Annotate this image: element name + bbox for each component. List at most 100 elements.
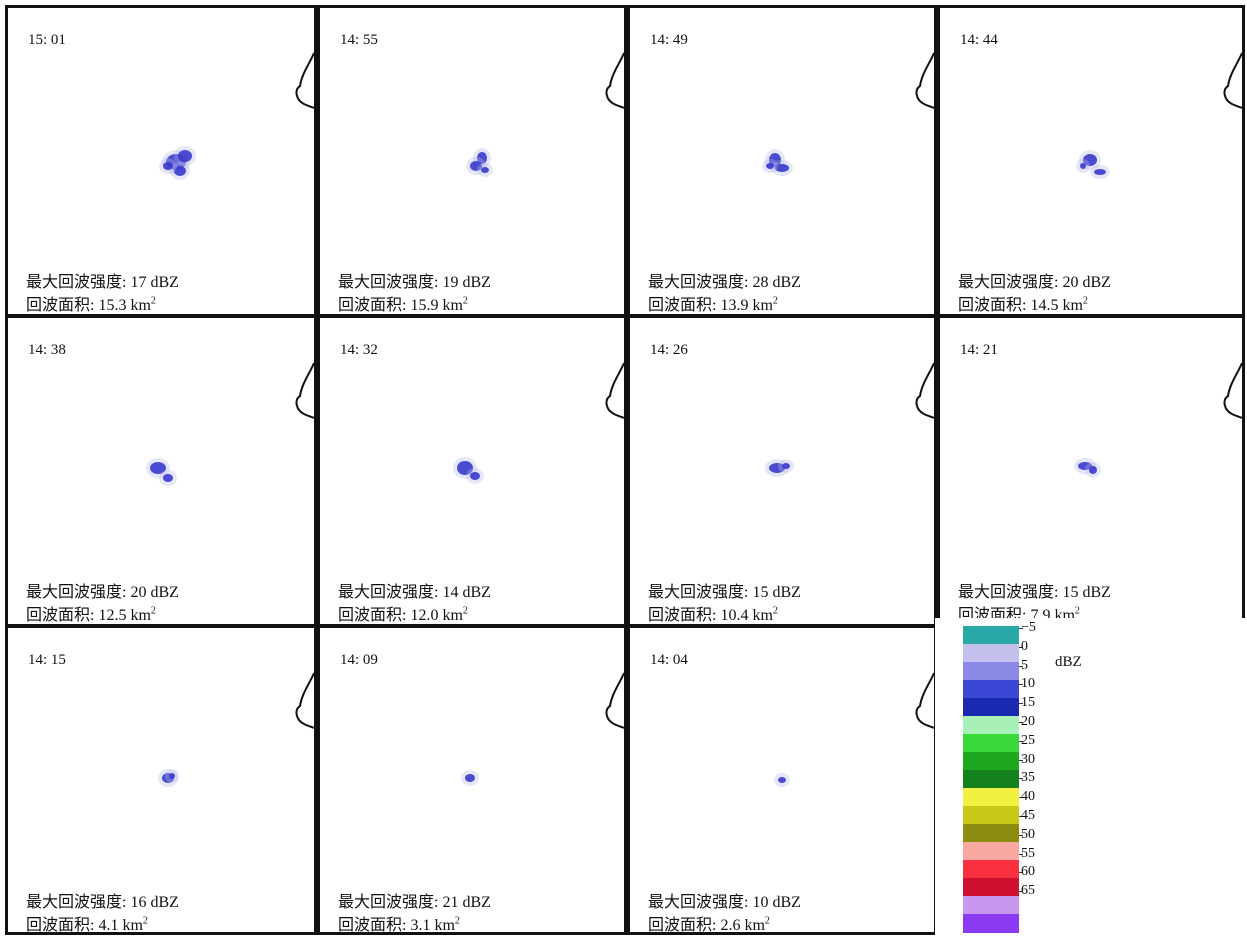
- echo-cell: [163, 474, 173, 482]
- radar-panel: 14: 15 最大回波强度: 16 dBZ 回波面积: 4.1 km2: [5, 625, 317, 935]
- separator: :: [90, 607, 99, 624]
- radar-panel: 14: 55 最大回波强度: 19 dBZ 回波面积: 15.9 km2: [317, 5, 627, 317]
- legend-tick-label: 35: [1021, 770, 1035, 786]
- max-echo-line: 最大回波强度: 16 dBZ: [26, 888, 179, 912]
- panel-time: 14: 38: [28, 342, 66, 358]
- separator: :: [434, 584, 443, 601]
- echo-cell: [169, 773, 175, 779]
- separator: :: [122, 584, 131, 601]
- separator: :: [744, 584, 753, 601]
- echo-cell: [778, 777, 786, 783]
- panel-time: 14: 15: [28, 652, 66, 668]
- echo-area-line: 回波面积: 12.0 km2: [338, 601, 468, 624]
- radar-map: [146, 362, 314, 486]
- max-echo-line: 最大回波强度: 15 dBZ: [648, 578, 801, 602]
- echo-area-label: 回波面积: [26, 297, 91, 314]
- radar-panel: 15: 01 最大回波强度: 17 dBZ 回波面积: 15.3 km2: [5, 5, 317, 317]
- echo-area-value: 13.9 km: [720, 297, 773, 314]
- echo-area-label: 回波面积: [338, 917, 403, 934]
- coastline: [295, 362, 314, 419]
- legend-swatch: [963, 896, 1019, 915]
- panel-time: 14: 55: [340, 32, 378, 48]
- max-echo-line: 最大回波强度: 17 dBZ: [26, 268, 179, 292]
- area-unit-superscript: 2: [1082, 295, 1088, 307]
- area-unit-superscript: 2: [454, 915, 460, 927]
- echo-area-value: 2.6 km: [720, 917, 765, 934]
- echo-area-label: 回波面积: [338, 607, 403, 624]
- legend-swatch: [963, 644, 1019, 663]
- max-echo-value: 28 dBZ: [752, 274, 801, 291]
- legend-unit: dBZ: [1055, 654, 1082, 670]
- echo-area-value: 12.0 km: [410, 607, 463, 624]
- separator: :: [90, 917, 99, 934]
- radar-panel: 14: 44 最大回波强度: 20 dBZ 回波面积: 14.5 km2: [937, 5, 1245, 317]
- echo-cell: [178, 150, 192, 162]
- max-echo-label: 最大回波强度: [958, 584, 1055, 601]
- legend-swatch: [963, 914, 1019, 933]
- legend-tick-mark: [1019, 778, 1023, 780]
- legend-tick-mark: [1019, 740, 1023, 742]
- legend-tick-mark: [1019, 646, 1023, 648]
- coastline: [915, 672, 934, 729]
- panel-time: 14: 44: [960, 32, 998, 48]
- panel-time: 14: 21: [960, 342, 998, 358]
- max-echo-label: 最大回波强度: [338, 584, 435, 601]
- separator: :: [744, 894, 753, 911]
- legend-tick-mark: [1019, 759, 1023, 761]
- coastline: [605, 362, 624, 419]
- echo-cell: [477, 152, 487, 164]
- panel-time: 14: 04: [650, 652, 688, 668]
- separator: :: [1054, 584, 1063, 601]
- legend-tick-mark: [1019, 722, 1023, 723]
- panel-time: 14: 32: [340, 342, 378, 358]
- radar-map: [762, 52, 934, 176]
- legend-tick-mark: [1019, 834, 1023, 836]
- legend-swatch: [963, 626, 1019, 645]
- separator: :: [744, 274, 753, 291]
- echo-cell: [782, 463, 790, 469]
- max-echo-label: 最大回波强度: [26, 894, 123, 911]
- separator: :: [712, 297, 721, 314]
- area-unit-superscript: 2: [150, 605, 156, 617]
- echo-cell: [481, 167, 489, 173]
- echo-area-value: 12.5 km: [98, 607, 151, 624]
- legend-tick-label: 15: [1021, 695, 1035, 711]
- max-echo-value: 19 dBZ: [442, 274, 491, 291]
- legend-swatch: [963, 824, 1019, 843]
- area-unit-superscript: 2: [1074, 605, 1080, 617]
- echo-area-value: 15.3 km: [98, 297, 151, 314]
- echo-area-label: 回波面积: [648, 917, 713, 934]
- echo-area-label: 回波面积: [338, 297, 403, 314]
- radar-panel: 14: 49 最大回波强度: 28 dBZ 回波面积: 13.9 km2: [627, 5, 937, 317]
- legend-tick-mark: [1019, 853, 1023, 855]
- echo-cell: [465, 774, 475, 782]
- echo-area-value: 14.5 km: [1030, 297, 1083, 314]
- echo-cell: [470, 161, 482, 171]
- legend-tick-label: 50: [1021, 826, 1035, 842]
- legend-tick-label: 20: [1021, 714, 1035, 729]
- separator: :: [90, 297, 99, 314]
- legend-tick-label: 40: [1021, 789, 1035, 805]
- echo-area-label: 回波面积: [26, 917, 91, 934]
- echo-area-value: 10.4 km: [720, 607, 773, 624]
- legend-tick-mark: [1019, 684, 1023, 686]
- echo-area-value: 4.1 km: [98, 917, 143, 934]
- coastline: [605, 52, 624, 109]
- separator: :: [1022, 297, 1031, 314]
- echo-area-label: 回波面积: [648, 607, 713, 624]
- area-unit-superscript: 2: [462, 295, 468, 307]
- legend-tick-label: 0: [1021, 638, 1028, 654]
- echo-area-line: 回波面积: 13.9 km2: [648, 291, 778, 314]
- max-echo-value: 20 dBZ: [1062, 274, 1111, 291]
- echo-area-line: 回波面积: 15.9 km2: [338, 291, 468, 314]
- coastline: [295, 672, 314, 729]
- legend-swatch: [963, 788, 1019, 807]
- legend-tick-mark: [1019, 891, 1023, 893]
- echo-cell: [470, 472, 480, 480]
- legend-tick-label: 10: [1021, 676, 1035, 692]
- echo-area-line: 回波面积: 2.6 km2: [648, 911, 770, 934]
- radar-map: [765, 362, 934, 477]
- max-echo-value: 15 dBZ: [752, 584, 801, 601]
- legend-swatch: [963, 842, 1019, 861]
